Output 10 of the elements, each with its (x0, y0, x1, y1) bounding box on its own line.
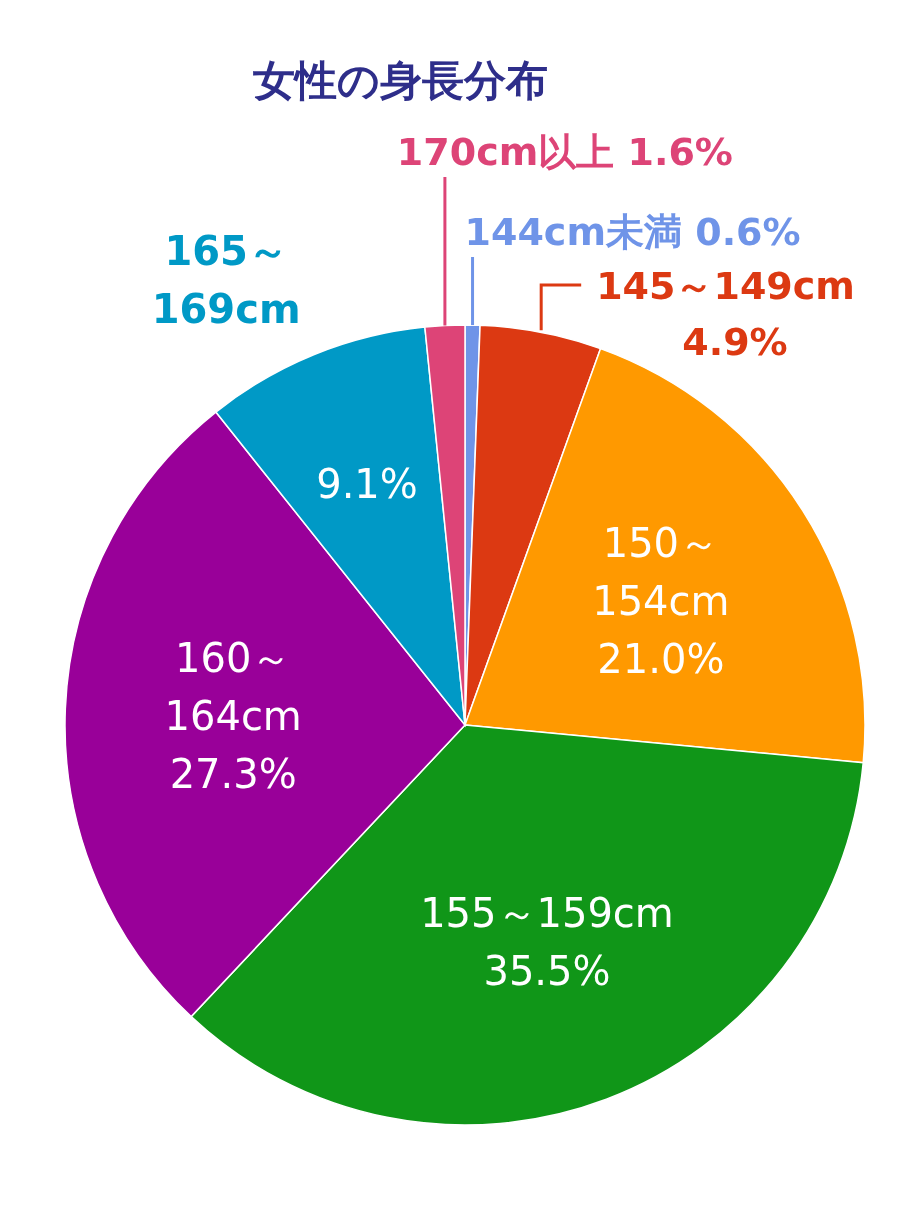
label: 165～169cm (151, 228, 301, 333)
title: 女性の身長分布 (252, 56, 548, 105)
label: 150～154cm 21.0% (592, 519, 730, 682)
label: 170cm以上 1.6% (396, 130, 733, 174)
label: 9.1% (316, 461, 418, 508)
label: 145～149cm (596, 264, 855, 308)
label: 155～159cm 35.5% (420, 890, 674, 994)
label: 160～164cm 27.3% (164, 634, 302, 797)
label: 4.9% (682, 320, 788, 364)
label: 144cm未満 0.6% (464, 210, 801, 254)
